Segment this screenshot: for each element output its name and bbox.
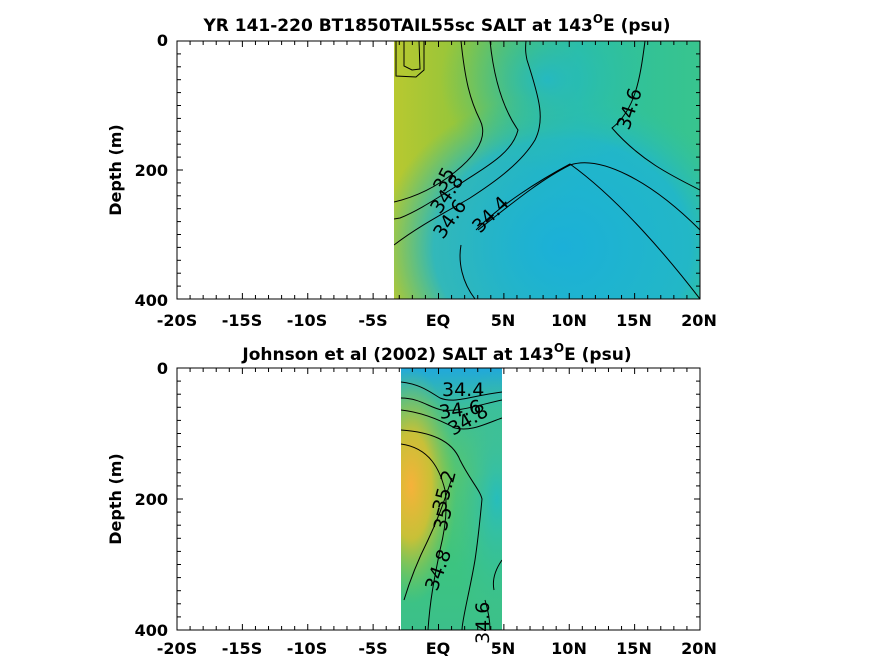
bottom-x-tick-label: -20S	[157, 639, 197, 656]
top-y-tick-label: 400	[135, 291, 168, 310]
top-x-ticks	[176, 41, 701, 299]
top-y-ticks	[177, 40, 700, 300]
bottom-title: Johnson et al (2002) SALT at 143OE (psu)	[241, 341, 631, 365]
top-x-tick-label: 15N	[616, 311, 652, 330]
top-x-tick-label: 10N	[551, 311, 587, 330]
bottom-y-ticks	[177, 367, 700, 631]
bottom-x-ticks	[176, 368, 701, 630]
top-x-tick-label: -20S	[157, 311, 197, 330]
top-x-tick-labels: -20S -15S -10S -5S EQ 5N 10N 15N 20N	[157, 311, 717, 330]
bottom-x-tick-label: EQ	[426, 639, 451, 656]
bottom-x-tick-label: -5S	[358, 639, 387, 656]
top-x-tick-label: 5N	[491, 311, 516, 330]
top-salinity-field	[394, 41, 700, 299]
bottom-contour-label-34.4: 34.4	[442, 379, 484, 401]
bottom-x-tick-label: -15S	[222, 639, 262, 656]
bottom-contour-label-34.6-bottom: 34.6	[472, 602, 494, 644]
bottom-x-tick-labels: -20S -15S -10S -5S EQ 5N 10N 15N 20N	[157, 639, 717, 656]
top-panel: YR 141-220 BT1850TAIL55sc SALT at 143OE …	[106, 12, 717, 330]
top-x-tick-label: EQ	[426, 311, 451, 330]
bottom-panel: Johnson et al (2002) SALT at 143OE (psu)…	[106, 341, 717, 656]
bottom-y-tick-label: 400	[135, 621, 168, 640]
top-x-tick-label: -5S	[358, 311, 387, 330]
bottom-y-tick-label: 0	[157, 359, 168, 378]
bottom-x-tick-label: 15N	[616, 639, 652, 656]
top-y-tick-label: 0	[157, 31, 168, 50]
top-title: YR 141-220 BT1850TAIL55sc SALT at 143OE …	[202, 12, 670, 36]
bottom-x-tick-label: -10S	[287, 639, 327, 656]
top-contours	[394, 41, 700, 299]
bottom-y-tick-label: 200	[135, 490, 168, 509]
top-x-tick-label: -15S	[222, 311, 262, 330]
top-y-tick-label: 200	[135, 161, 168, 180]
top-y-tick-labels: 0 200 400	[135, 31, 168, 310]
top-x-tick-label: -10S	[287, 311, 327, 330]
bottom-y-tick-labels: 0 200 400	[135, 359, 168, 640]
bottom-x-tick-label: 10N	[551, 639, 587, 656]
top-y-axis-label: Depth (m)	[106, 124, 125, 216]
bottom-salinity-field	[401, 368, 502, 630]
bottom-y-axis-label: Depth (m)	[106, 453, 125, 545]
bottom-x-tick-label: 20N	[681, 639, 717, 656]
top-x-tick-label: 20N	[681, 311, 717, 330]
bottom-x-tick-label: 5N	[491, 639, 516, 656]
bottom-contours	[401, 381, 502, 630]
